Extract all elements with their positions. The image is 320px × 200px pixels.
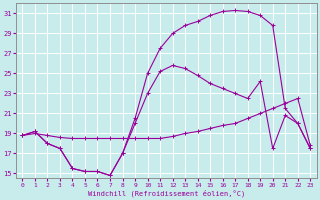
X-axis label: Windchill (Refroidissement éolien,°C): Windchill (Refroidissement éolien,°C) [88, 189, 245, 197]
